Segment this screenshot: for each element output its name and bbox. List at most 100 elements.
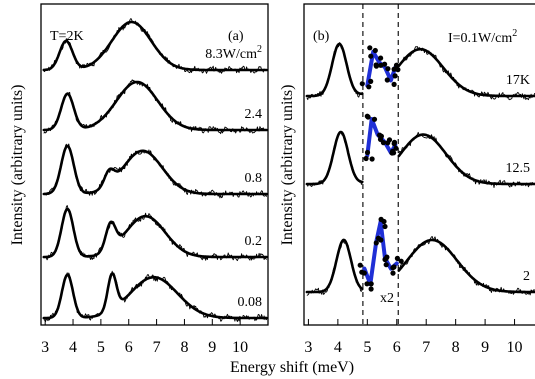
- series-fit-2: [397, 238, 535, 294]
- series-label: 8.3W/cm2: [205, 44, 262, 62]
- series-label: 0.2: [245, 234, 263, 249]
- data-point-17K: [391, 81, 397, 87]
- series-label: 0.08: [238, 295, 263, 310]
- series-fit-0.2: [42, 207, 268, 259]
- panel-b-ylabel: Intensity (arbitrary units): [279, 85, 296, 246]
- data-point-17K: [359, 81, 365, 87]
- data-point-17K: [368, 53, 374, 59]
- data-point-17K: [385, 66, 391, 72]
- data-point-17K: [372, 47, 378, 54]
- data-point-17K: [393, 62, 400, 68]
- data-point-2: [373, 240, 379, 246]
- xtick-label: 9: [208, 339, 216, 356]
- data-point-2: [361, 270, 367, 276]
- data-point-12.5: [393, 145, 399, 151]
- data-point-12.5: [371, 116, 378, 122]
- xtick-label: 3: [304, 339, 312, 356]
- panel-a-series-labels: 8.3W/cm2 2.4 0.8 0.2 0.08: [205, 44, 262, 310]
- xtick-label: 5: [97, 339, 105, 356]
- series-raw-2.4: [43, 79, 267, 135]
- xtick-label: 5: [363, 339, 371, 356]
- data-point-2: [364, 281, 370, 287]
- data-point-12.5: [365, 114, 371, 120]
- data-point-17K: [384, 77, 390, 83]
- data-point-12.5: [369, 156, 375, 162]
- xtick-label: 8: [452, 339, 460, 356]
- series-raw-0.8: [43, 143, 268, 199]
- series-raw-12.5: [398, 131, 535, 188]
- data-point-12.5: [363, 155, 369, 162]
- panel-a: T=2K (a) 3 4 5 6 7 8 9 10 8.3W/cm2 2.4 0.8 0.2 0.08: [40, 3, 269, 356]
- panel-a-ylabel: Intensity (arbitrary units): [9, 85, 26, 246]
- xtick-label: 4: [69, 339, 77, 356]
- data-point-17K: [392, 73, 398, 79]
- panel-b-curves: [305, 42, 535, 296]
- data-point-17K: [373, 63, 379, 69]
- xtick-label: 10: [507, 339, 523, 356]
- series-fit-12.5: [305, 130, 364, 186]
- panel-b-xticks: 3 4 5 6 7 8 9 10: [304, 319, 523, 356]
- xtick-label: 10: [232, 339, 248, 356]
- data-point-12.5: [380, 140, 386, 146]
- series-label: 2: [523, 269, 530, 284]
- data-point-12.5: [391, 141, 397, 147]
- series-label: 0.8: [245, 171, 263, 186]
- x-axis-label: Energy shift (meV): [230, 359, 354, 376]
- data-point-2: [383, 262, 389, 268]
- xtick-label: 6: [125, 339, 133, 356]
- series-fit-2.4: [42, 80, 268, 132]
- data-point-2: [394, 255, 400, 261]
- data-point-12.5: [364, 149, 371, 156]
- data-point-2: [382, 223, 388, 230]
- series-fit-17K: [397, 47, 535, 98]
- series-label: 2.4: [245, 107, 263, 122]
- series-fit-8.3W/cm²: [42, 20, 268, 72]
- series-label: 17K: [506, 73, 530, 88]
- panel-b: (b) I=0.1W/cm2 3 4 5 6 7 8 9 10 17K 12.5 2 x2: [303, 3, 535, 356]
- series-fit-17K: [305, 42, 364, 98]
- data-point-12.5: [378, 133, 384, 139]
- series-fit-0.08: [42, 272, 268, 320]
- series-fit-0.8: [42, 144, 268, 196]
- data-point-17K: [395, 67, 401, 73]
- panel-a-xticks: 3 4 5 6 7 8 9 10: [41, 319, 248, 356]
- data-point-2: [368, 286, 374, 292]
- panel-b-frame: [303, 3, 535, 326]
- panel-a-label: (a): [228, 29, 244, 44]
- xtick-label: 4: [334, 339, 342, 356]
- data-point-2: [368, 281, 374, 287]
- panel-b-condition: I=0.1W/cm2: [448, 28, 517, 46]
- data-point-12.5: [390, 148, 396, 154]
- data-point-17K: [378, 55, 384, 61]
- data-point-2: [398, 258, 404, 264]
- xtick-label: 8: [180, 339, 188, 356]
- series-raw-0.2: [43, 205, 267, 262]
- series-fit-2: [305, 238, 364, 294]
- xtick-label: 3: [41, 339, 49, 356]
- data-point-2: [357, 262, 363, 268]
- series-label: 12.5: [506, 161, 531, 176]
- data-point-17K: [378, 62, 384, 68]
- panel-b-series-labels: 17K 12.5 2: [506, 73, 531, 284]
- data-point-2: [390, 265, 396, 271]
- data-point-17K: [367, 45, 373, 51]
- series-fit-12.5: [397, 133, 535, 186]
- data-point-2: [378, 237, 384, 243]
- data-point-2: [382, 256, 388, 263]
- xtick-label: 9: [481, 339, 489, 356]
- data-point-17K: [368, 78, 374, 84]
- xtick-label: 7: [422, 339, 430, 356]
- data-point-17K: [366, 84, 372, 90]
- xtick-label: 7: [153, 339, 161, 356]
- series-raw-0.08: [43, 270, 268, 323]
- data-point-17K: [391, 66, 397, 72]
- scale-annotation: x2: [380, 291, 394, 306]
- panel-b-label: (b): [313, 29, 330, 44]
- panel-a-curves: [42, 18, 268, 323]
- data-point-2: [381, 218, 387, 225]
- data-point-2: [390, 270, 396, 276]
- panel-a-frame: [40, 3, 269, 326]
- xtick-label: 6: [393, 339, 401, 356]
- panel-a-condition: T=2K: [50, 29, 84, 44]
